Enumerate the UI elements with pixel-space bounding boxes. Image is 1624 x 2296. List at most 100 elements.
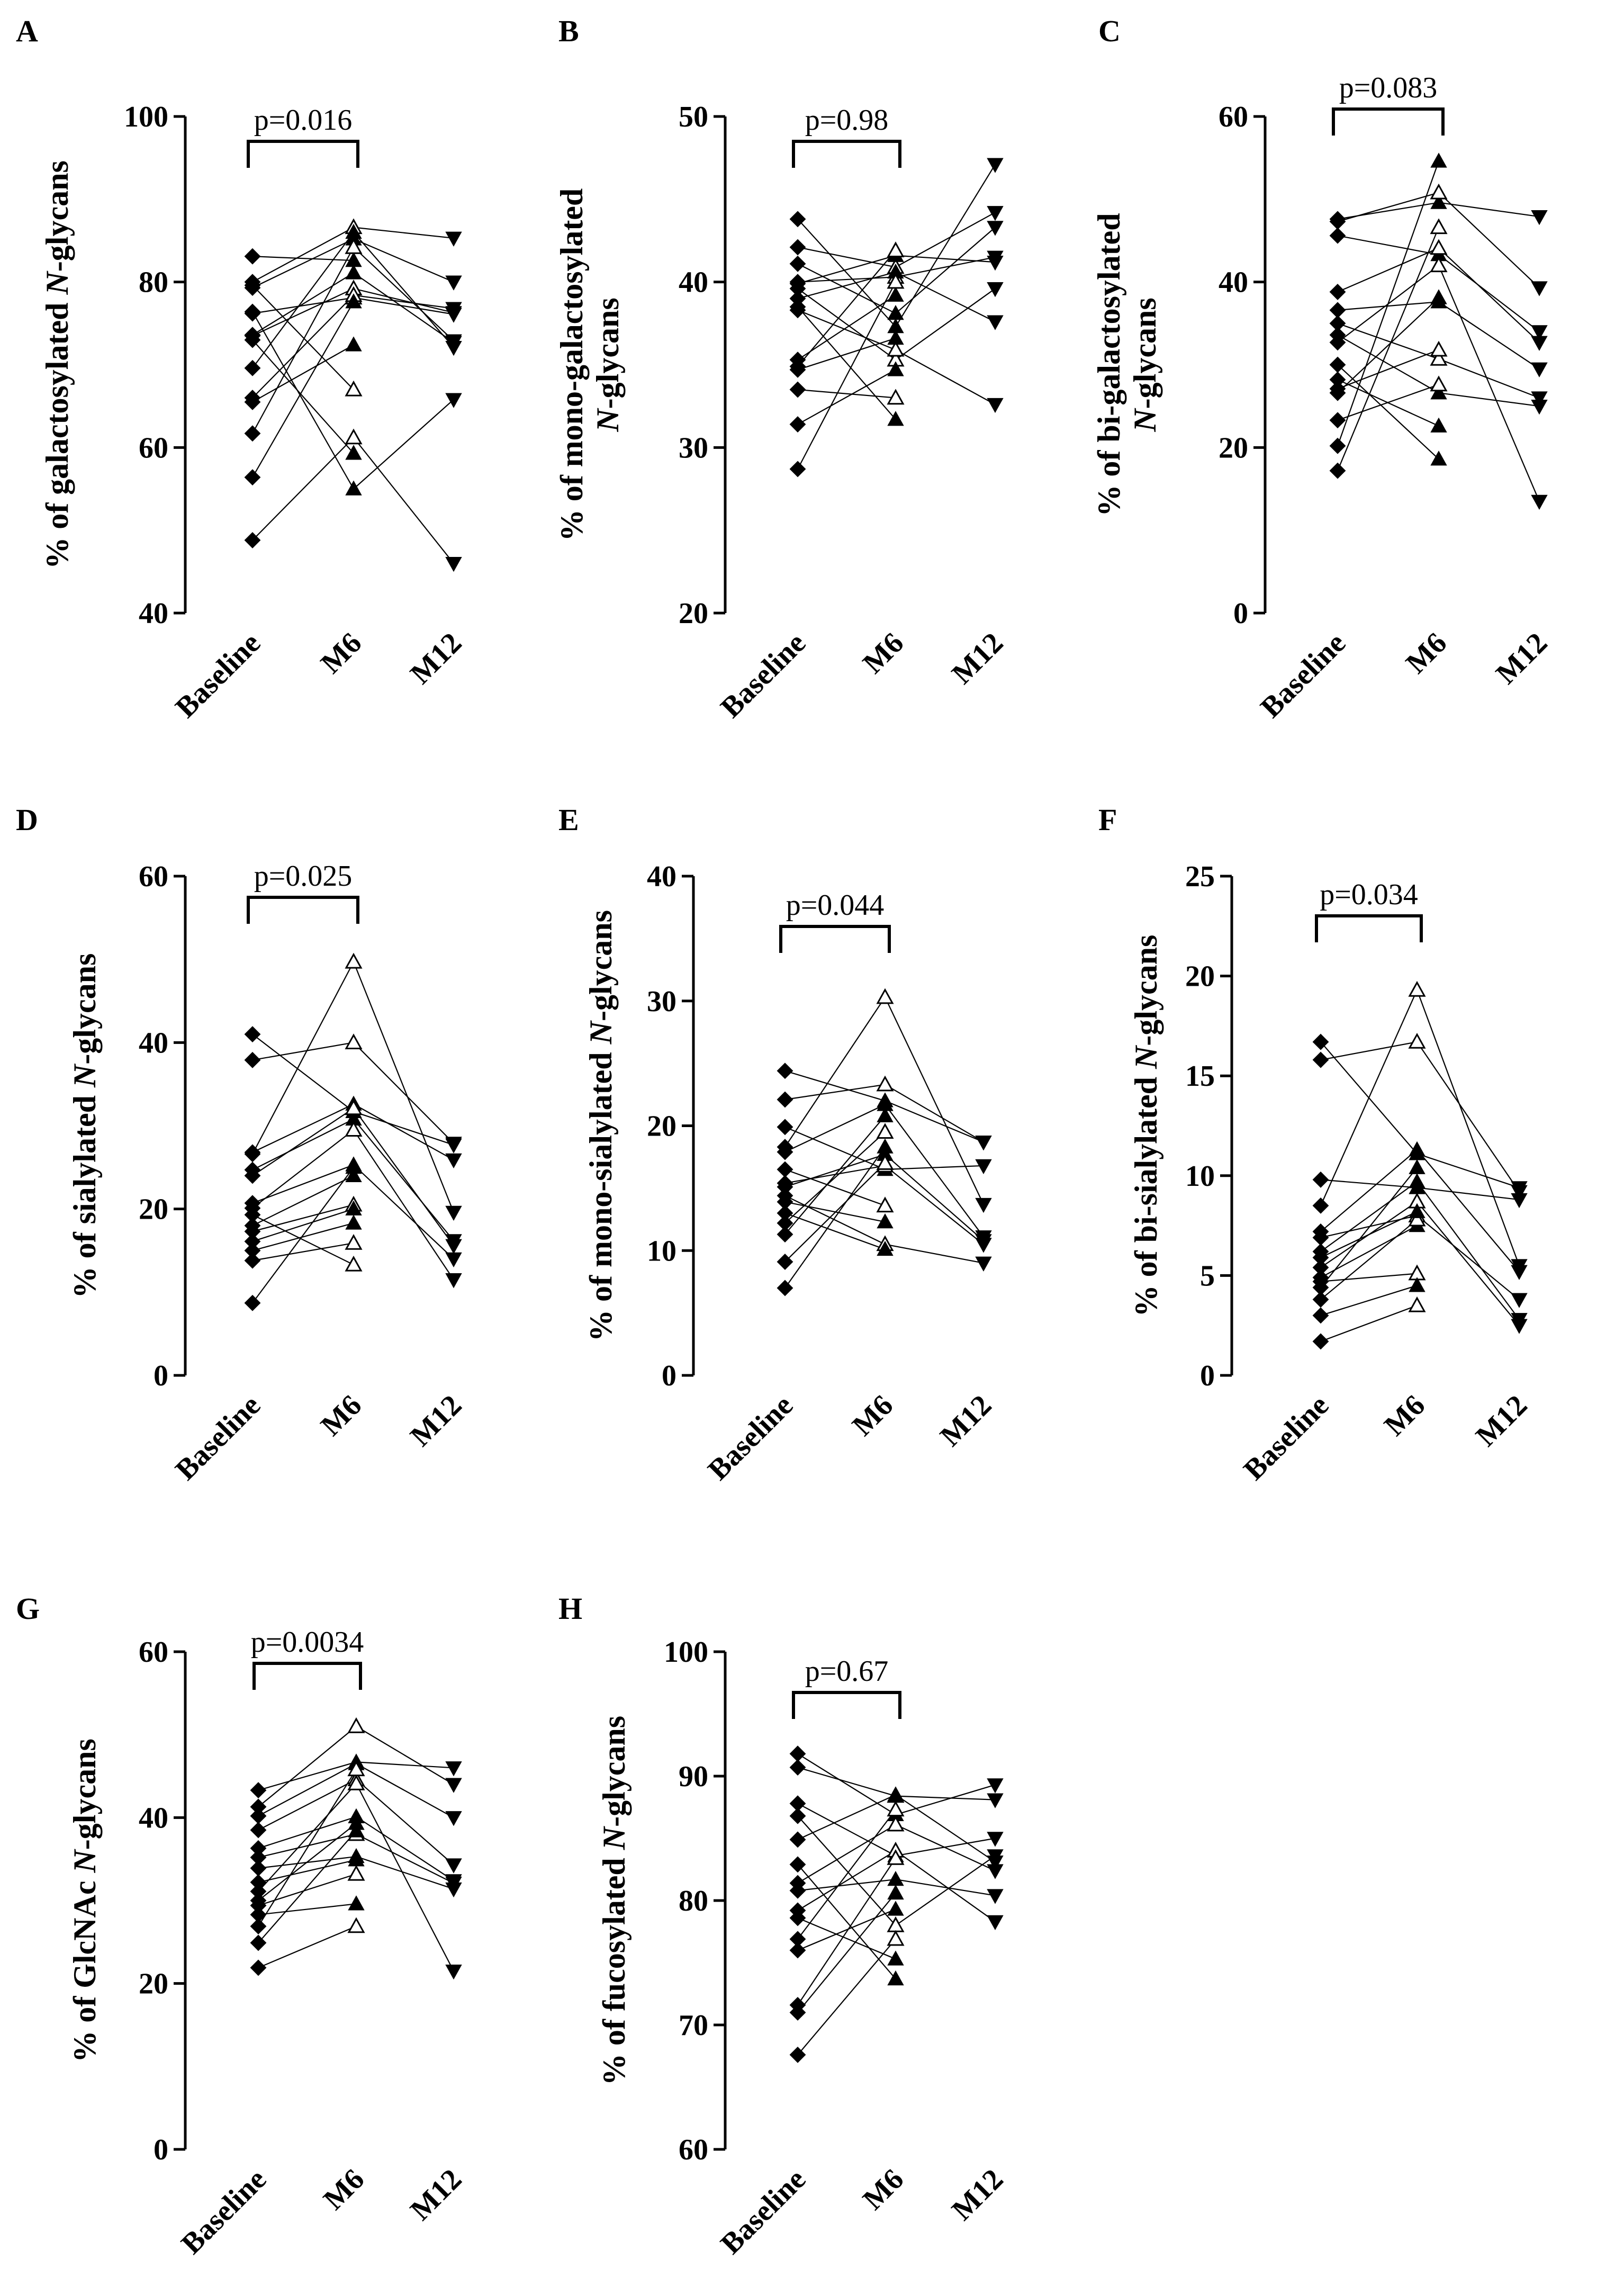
subject-line (797, 309, 896, 350)
ylabel-run: % of bi-galactosylated (1091, 213, 1126, 516)
subject-line (797, 282, 896, 470)
marker-triangle-open (876, 1123, 894, 1139)
marker-triangle-open (345, 952, 363, 969)
y-tick-label: 0 (1200, 1359, 1215, 1392)
marker-diamond (250, 1874, 267, 1890)
y-tick-label: 60 (679, 2133, 708, 2166)
marker-diamond (244, 1294, 261, 1311)
x-tick-label: M6 (1378, 1389, 1431, 1442)
marker-diamond (250, 1918, 267, 1934)
marker-triangle-up (1409, 1277, 1425, 1292)
x-tick-label: M12 (945, 2163, 1009, 2227)
marker-diamond (1329, 412, 1346, 429)
marker-diamond (244, 393, 261, 410)
marker-triangle-up (1409, 1173, 1425, 1188)
panel-letter: C (1098, 14, 1121, 48)
marker-triangle-open (876, 1196, 894, 1213)
subject-line (895, 1824, 996, 1871)
marker-triangle-up (877, 1213, 894, 1229)
subject-line (1417, 1149, 1520, 1272)
subject-line (784, 1070, 886, 1102)
marker-triangle-open (345, 428, 363, 445)
marker-diamond (244, 359, 261, 376)
marker-diamond (777, 1161, 793, 1178)
marker-triangle-open (1430, 256, 1448, 273)
panel-e: E 0 10 20 30 40 Baseline M6 M12 % of mono-sialyla… (558, 803, 998, 1487)
ylabel-run: N (590, 408, 625, 433)
subject-line (1337, 161, 1440, 446)
ylabel-run: -glycans (40, 160, 75, 272)
subject-line (252, 1118, 354, 1170)
subject-line (895, 255, 996, 263)
marker-triangle-down (445, 1153, 462, 1168)
y-tick-label: 30 (679, 431, 708, 464)
marker-triangle-up (877, 1138, 894, 1154)
marker-triangle-up (887, 1901, 904, 1916)
marker-diamond (777, 1226, 793, 1243)
marker-triangle-down (445, 1273, 462, 1289)
subject-line (1337, 334, 1439, 394)
marker-diamond (1312, 1033, 1329, 1050)
marker-diamond (244, 532, 261, 548)
subject-line (797, 1767, 896, 1797)
marker-triangle-up (887, 286, 904, 302)
subject-line (797, 219, 896, 327)
subject-line (1438, 247, 1540, 343)
subject-line (895, 288, 996, 361)
subject-line (1337, 235, 1439, 256)
p-value-label: p=0.016 (254, 104, 353, 137)
marker-triangle-down (987, 1889, 1004, 1904)
marker-diamond (244, 1026, 261, 1043)
marker-triangle-open (887, 1849, 905, 1865)
marker-triangle-up (345, 1214, 362, 1230)
subject-line (252, 256, 354, 262)
subject-line (1417, 1201, 1520, 1326)
ylabel-run: N (1129, 1045, 1163, 1069)
marker-diamond (244, 1206, 261, 1223)
ylabel-run: N (1127, 408, 1162, 433)
subject-line (252, 1164, 354, 1204)
subject-line (797, 1803, 896, 1857)
subject-line (356, 1783, 454, 1971)
subject-line (784, 1195, 886, 1245)
subject-line (1438, 202, 1540, 218)
y-tick-label: 10 (1185, 1160, 1215, 1193)
subject-line (784, 1104, 886, 1153)
marker-diamond (789, 1910, 806, 1926)
y-tick-label: 90 (679, 1760, 708, 1793)
p-value-label: p=0.044 (786, 889, 885, 922)
subject-line (895, 227, 996, 314)
y-axis-label: % of mono-galactosylated (554, 188, 589, 542)
subject-line (356, 1816, 454, 1881)
significance-bracket (252, 1662, 362, 1690)
x-tick-label: M6 (317, 2163, 371, 2216)
marker-triangle-open (345, 1099, 363, 1115)
y-tick-label: 60 (139, 1636, 168, 1669)
subject-line (1337, 322, 1439, 360)
p-value-label: p=0.083 (1339, 71, 1438, 104)
panel-letter: E (558, 803, 579, 837)
y-tick-label: 60 (139, 431, 168, 464)
subject-line (252, 1222, 354, 1251)
subject-line (797, 288, 896, 361)
panel-f: F 0 5 10 15 20 25 Baseline M6 M12 % of bi-sialylat… (1098, 803, 1533, 1487)
subject-line (353, 272, 454, 343)
marker-triangle-down (1531, 336, 1548, 351)
y-axis-label-line2: N-glycans (590, 298, 625, 432)
subject-line (797, 276, 896, 283)
subject-line (1337, 384, 1439, 421)
marker-triangle-open (876, 1075, 894, 1092)
marker-triangle-open (876, 988, 894, 1004)
subject-line (1337, 364, 1439, 460)
marker-triangle-up (1430, 289, 1447, 304)
marker-triangle-up (345, 336, 362, 352)
subject-line (258, 1859, 357, 1883)
y-tick-label: 25 (1185, 860, 1215, 893)
marker-diamond (777, 1144, 793, 1160)
ylabel-run: % of mono-sialylated (583, 1044, 618, 1341)
subject-line (252, 339, 354, 454)
marker-triangle-down (975, 1197, 992, 1213)
subject-line (252, 1214, 354, 1265)
subject-line (1337, 297, 1439, 393)
marker-triangle-open (345, 238, 363, 254)
